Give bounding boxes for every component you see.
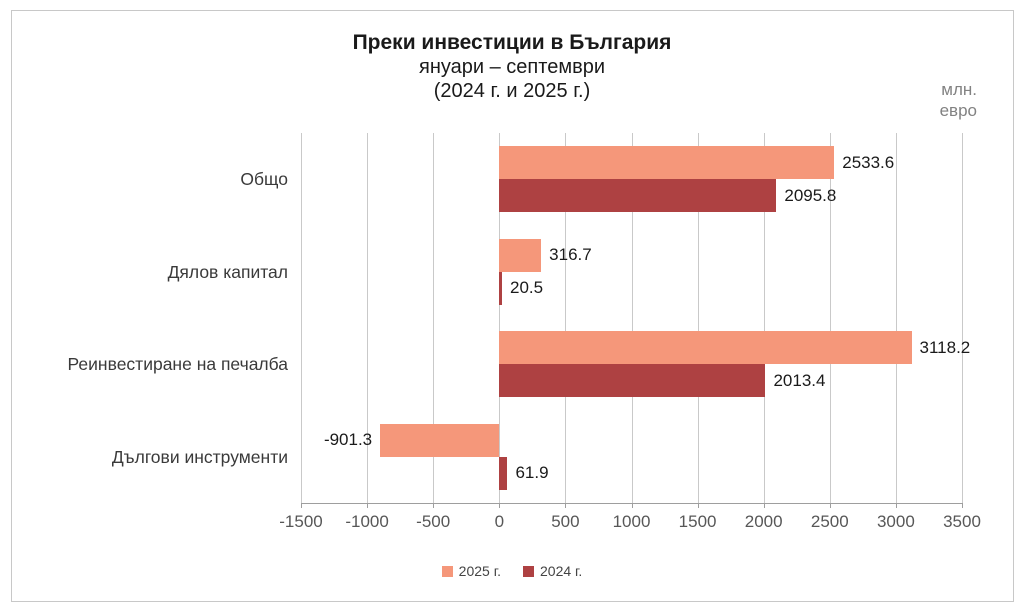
tick-mark: [763, 503, 765, 508]
bar: [499, 456, 508, 490]
value-label: 316.7: [549, 245, 592, 265]
tick-label: -1000: [345, 512, 389, 531]
legend-item-2024: 2024 г.: [523, 563, 582, 579]
tick-mark: [829, 503, 831, 508]
gridline: [631, 133, 633, 503]
chart-title-block: Преки инвестиции в България януари – сеп…: [0, 31, 1024, 103]
tick-label: 0: [494, 512, 505, 531]
tick-mark: [499, 503, 501, 508]
gridline: [697, 133, 699, 503]
tick-label: 500: [551, 512, 580, 531]
gridline: [829, 133, 831, 503]
bar: [499, 179, 777, 213]
tick-mark: [367, 503, 369, 508]
value-label: 20.5: [510, 278, 544, 298]
tick-label: 3000: [876, 512, 915, 531]
tick-label: 1000: [612, 512, 651, 531]
value-label: 2013.4: [773, 370, 826, 390]
value-label: 61.9: [515, 463, 549, 483]
bar: [499, 331, 912, 365]
value-label: -901.3: [323, 430, 373, 450]
tick-label: 2000: [744, 512, 783, 531]
chart-subtitle: януари – септември: [419, 56, 605, 78]
tick-label: 3500: [943, 512, 981, 531]
category-label: Дългови инструменти: [111, 446, 288, 467]
tick-mark: [631, 503, 633, 508]
unit-label-line1: млн.: [941, 80, 977, 99]
gridline: [367, 133, 369, 503]
gridline: [499, 133, 501, 503]
category-label: Реинвестиране на печалба: [67, 354, 288, 375]
tick-label: -1500: [279, 512, 323, 531]
value-label: 3118.2: [919, 337, 971, 357]
category-label: Дялов капитал: [167, 261, 288, 282]
tick-mark: [962, 503, 963, 508]
chart-title: Преки инвестиции в България: [352, 31, 672, 54]
legend: 2025 г. 2024 г.: [0, 563, 1024, 579]
tick-label: -500: [416, 512, 451, 531]
bar: [499, 146, 835, 180]
chart-period: (2024 г. и 2025 г.): [433, 80, 591, 102]
tick-label: 2500: [810, 512, 849, 531]
gridline: [962, 133, 963, 503]
category-label: Общо: [240, 169, 288, 190]
unit-label-line2: евро: [939, 101, 977, 120]
value-label: 2533.6: [842, 152, 895, 172]
tick-mark: [301, 503, 302, 508]
tick-mark: [565, 503, 567, 508]
legend-swatch-2024: [523, 565, 534, 577]
plot-area: -1500 -1000 -500 0 500 1000 1500 2000 2500 3000 35…: [68, 133, 981, 531]
gridline: [895, 133, 897, 503]
bar: [380, 423, 500, 457]
tick-mark: [697, 503, 699, 508]
gridline: [565, 133, 567, 503]
legend-label-2024: 2024 г.: [540, 563, 583, 579]
value-label: 2095.8: [784, 185, 837, 205]
tick-label: 1500: [678, 512, 717, 531]
bar: [499, 271, 502, 305]
bar: [499, 364, 766, 398]
tick-mark: [895, 503, 897, 508]
gridline: [301, 133, 302, 503]
legend-swatch-2025: [441, 565, 453, 577]
gridline: [763, 133, 765, 503]
unit-label: млн. евро: [940, 79, 977, 121]
legend-item-2025: 2025 г.: [441, 563, 501, 579]
legend-label-2025: 2025 г.: [458, 563, 501, 579]
bar: [499, 238, 542, 272]
gridline: [433, 133, 435, 503]
tick-mark: [433, 503, 435, 508]
